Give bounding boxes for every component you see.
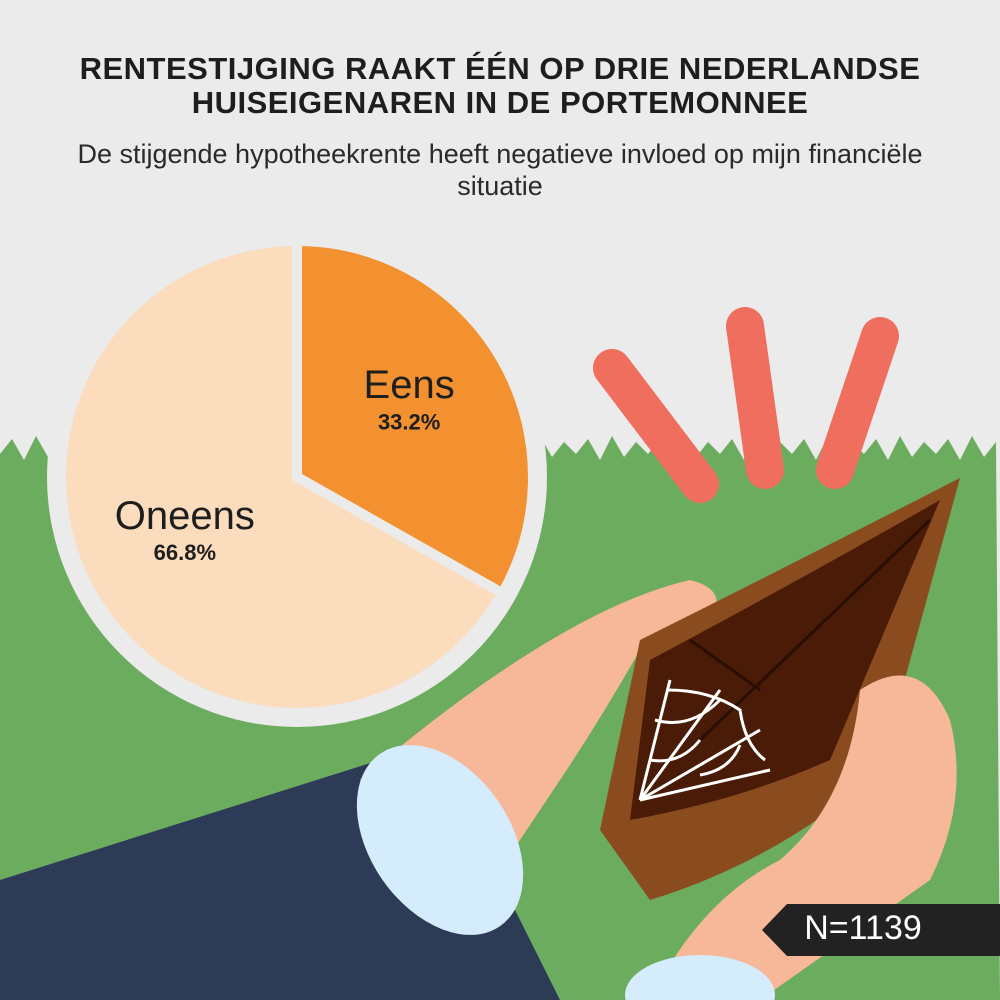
subtitle: De stijgende hypotheekrente heeft negati… (77, 139, 923, 201)
slice-label: Eens (364, 363, 455, 407)
illustration (0, 307, 1000, 1000)
slice-value: 66.8% (154, 540, 216, 565)
title: RENTESTIJGING RAAKT ÉÉN OP DRIE NEDERLAN… (79, 51, 921, 120)
pie-slice (56, 236, 508, 718)
sample-size: N=1139 (804, 909, 922, 947)
slice-label: Oneens (115, 494, 255, 538)
slice-value: 33.2% (378, 409, 440, 434)
